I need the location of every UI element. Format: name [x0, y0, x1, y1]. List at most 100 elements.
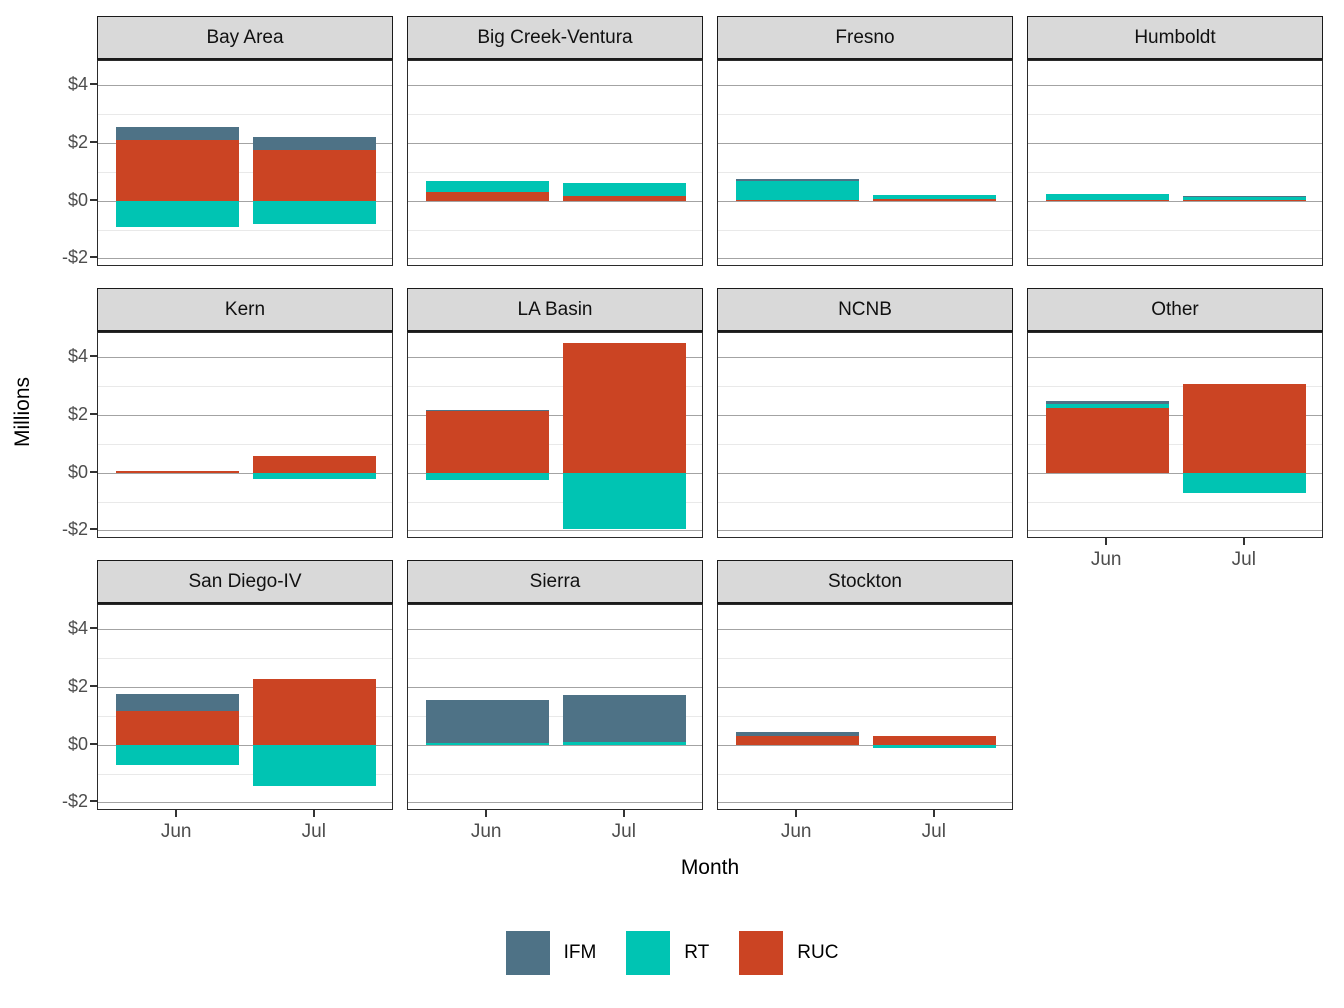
x-tick-mark	[312, 810, 315, 817]
x-tick-label: Jul	[1231, 549, 1256, 570]
major-gridline	[718, 802, 1012, 804]
bar-big-creek-ventura-jul-rt	[563, 183, 687, 196]
minor-gridline	[718, 229, 1012, 231]
major-gridline	[1028, 530, 1322, 532]
bar-humboldt-jul-ifm	[1183, 195, 1307, 197]
y-tick-label: -$2	[61, 791, 88, 812]
major-gridline	[408, 258, 702, 260]
major-gridline	[98, 415, 392, 417]
major-gridline	[98, 143, 392, 145]
major-gridline	[98, 802, 392, 804]
y-tick-label: $0	[67, 733, 88, 754]
facet-strip-fresno: Fresno	[717, 16, 1013, 60]
major-gridline	[408, 415, 702, 417]
facet-strip-kern: Kern	[97, 288, 393, 332]
major-gridline	[408, 530, 702, 532]
legend: IFM RT RUC	[0, 928, 1344, 978]
minor-gridline	[1028, 443, 1322, 445]
major-gridline	[718, 744, 1012, 746]
bar-kern-jul-rt	[253, 472, 377, 480]
major-gridline	[1028, 200, 1322, 202]
y-tick-label: -$2	[61, 247, 88, 268]
facet-strip-big-creek-ventura: Big Creek-Ventura	[407, 16, 703, 60]
bar-bay-area-jun-ifm	[115, 127, 239, 140]
facet-strip-san-diego-iv: San Diego-IV	[97, 560, 393, 604]
facet-strip-stockton: Stockton	[717, 560, 1013, 604]
facet-strip-label: Other	[1151, 298, 1199, 320]
major-gridline	[408, 802, 702, 804]
minor-gridline	[408, 715, 702, 717]
legend-swatch-rt	[626, 931, 671, 975]
minor-gridline	[408, 658, 702, 660]
minor-gridline	[408, 386, 702, 388]
bar-other-jul-ruc	[1183, 383, 1307, 473]
bar-stockton-jul-rt	[873, 744, 997, 749]
x-tick-mark	[1242, 538, 1245, 545]
minor-gridline	[718, 114, 1012, 116]
major-gridline	[408, 200, 702, 202]
bar-sierra-jun-rt	[425, 743, 549, 745]
major-gridline	[718, 258, 1012, 260]
x-tick-label: Jun	[160, 821, 192, 842]
facet-panel-big-creek-ventura	[407, 60, 703, 266]
y-tick-label: $4	[67, 74, 88, 95]
major-gridline	[1028, 357, 1322, 359]
x-tick-mark	[622, 810, 625, 817]
facet-panel-san-diego-iv	[97, 604, 393, 810]
major-gridline	[718, 200, 1012, 202]
y-tick-mark	[90, 355, 97, 358]
bar-la-basin-jun-rt	[425, 472, 549, 480]
major-gridline	[718, 472, 1012, 474]
bar-bay-area-jun-rt	[115, 200, 239, 227]
major-gridline	[408, 357, 702, 359]
major-gridline	[408, 687, 702, 689]
y-tick-mark	[90, 800, 97, 803]
minor-gridline	[98, 443, 392, 445]
bar-fresno-jun-rt	[735, 180, 859, 200]
minor-gridline	[718, 386, 1012, 388]
facet-strip-label: Humboldt	[1134, 26, 1216, 48]
major-gridline	[718, 357, 1012, 359]
bar-big-creek-ventura-jun-ruc	[425, 192, 549, 201]
minor-gridline	[718, 501, 1012, 503]
minor-gridline	[718, 171, 1012, 173]
bar-kern-jul-ruc	[253, 456, 377, 473]
bar-sierra-jul-ifm	[563, 695, 687, 743]
major-gridline	[408, 143, 702, 145]
y-tick-mark	[90, 528, 97, 531]
facet-strip-humboldt: Humboldt	[1027, 16, 1323, 60]
legend-swatch-ruc	[739, 931, 784, 975]
facet-panel-stockton	[717, 604, 1013, 810]
bar-bay-area-jul-ifm	[253, 137, 377, 150]
bar-sierra-jul-rt	[563, 742, 687, 745]
facet-strip-label: Fresno	[835, 26, 895, 48]
x-tick-mark	[1105, 538, 1108, 545]
facet-strip-label: LA Basin	[517, 298, 593, 320]
x-tick-mark	[932, 810, 935, 817]
bar-san-diego-iv-jun-rt	[115, 744, 239, 766]
facet-panel-sierra	[407, 604, 703, 810]
minor-gridline	[98, 386, 392, 388]
bar-sierra-jun-ifm	[425, 700, 549, 743]
minor-gridline	[718, 715, 1012, 717]
bar-bay-area-jun-ruc	[115, 139, 239, 201]
x-tick-label: Jul	[611, 821, 636, 842]
facet-panel-humboldt	[1027, 60, 1323, 266]
x-tick-mark	[795, 810, 798, 817]
bar-la-basin-jun-ifm	[425, 409, 549, 412]
y-tick-label: $4	[67, 346, 88, 367]
y-tick-label: $0	[67, 189, 88, 210]
major-gridline	[1028, 143, 1322, 145]
minor-gridline	[1028, 501, 1322, 503]
bar-fresno-jun-ruc	[735, 199, 859, 201]
facet-panel-bay-area	[97, 60, 393, 266]
major-gridline	[1028, 85, 1322, 87]
bar-stockton-jul-ruc	[873, 735, 997, 745]
minor-gridline	[98, 114, 392, 116]
facet-strip-la-basin: LA Basin	[407, 288, 703, 332]
major-gridline	[98, 629, 392, 631]
bar-san-diego-iv-jun-ifm	[115, 694, 239, 711]
y-tick-mark	[90, 141, 97, 144]
facet-panel-kern	[97, 332, 393, 538]
